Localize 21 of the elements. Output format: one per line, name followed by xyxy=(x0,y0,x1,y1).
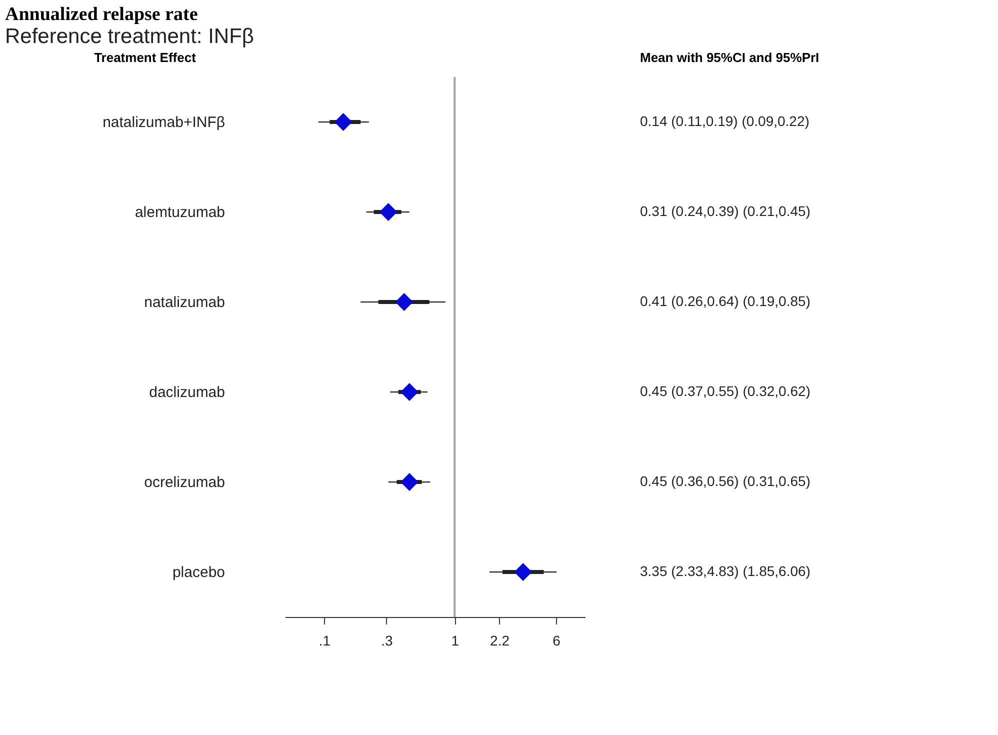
text: Mean with 95%CI and 95%PrI xyxy=(640,50,820,65)
y-tick-label: natalizumab+INFβ xyxy=(102,114,226,131)
x-tick-label: .1 xyxy=(318,632,331,648)
y-tick-label: daclizumab xyxy=(149,384,225,401)
data-label: 3.35 (2.33,4.83) (1.85,6.06) xyxy=(640,563,810,579)
chart-subtitle: Reference treatment: INFβ xyxy=(5,25,254,48)
x-tick-label: 6 xyxy=(552,632,561,648)
x-tick-label: 2.2 xyxy=(490,632,510,648)
x-tick-label: 1 xyxy=(451,632,460,648)
y-tick-label: alemtuzumab xyxy=(134,204,225,221)
y-tick-label: placebo xyxy=(172,564,225,581)
x-tick-label: .3 xyxy=(381,632,393,648)
data-label: 0.45 (0.37,0.55) (0.32,0.62) xyxy=(640,383,810,399)
data-label: 0.31 (0.24,0.39) (0.21,0.45) xyxy=(640,203,810,219)
data-label: 0.45 (0.36,0.56) (0.31,0.65) xyxy=(640,473,810,489)
y-tick-label: ocrelizumab xyxy=(144,474,225,491)
data-label: 0.14 (0.11,0.19) (0.09,0.22) xyxy=(640,113,810,129)
text: Annualized relapse rate xyxy=(5,4,198,25)
data-label: 0.41 (0.26,0.64) (0.19,0.85) xyxy=(640,293,810,309)
y-tick-label: natalizumab xyxy=(144,294,225,311)
text: Treatment Effect xyxy=(94,50,197,65)
